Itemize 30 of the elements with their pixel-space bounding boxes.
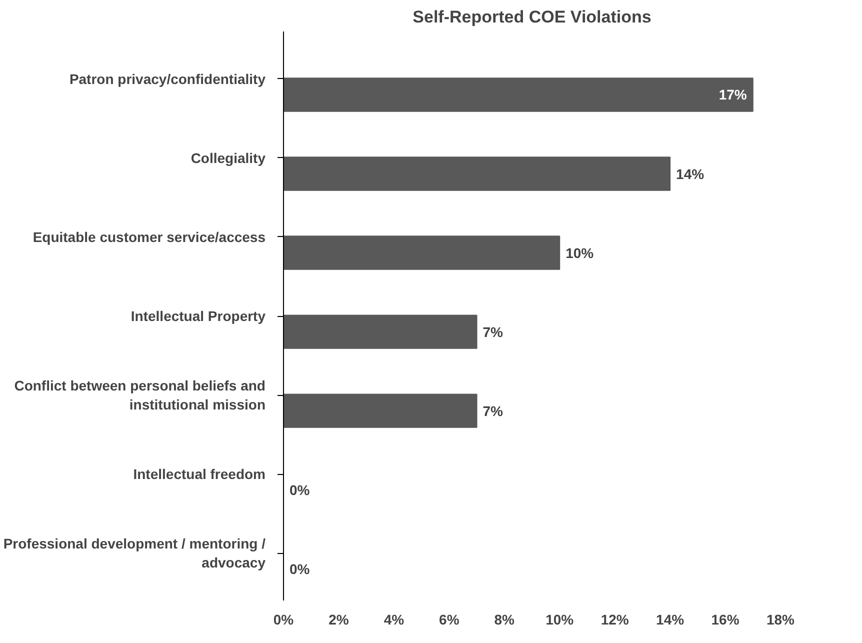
x-tick-label: 2%	[328, 612, 350, 628]
x-tick-label: 12%	[600, 612, 630, 628]
x-tick-label: 14%	[656, 612, 685, 628]
y-tick-label: Patron privacy/confidentiality	[69, 70, 266, 87]
y-tick-label: Intellectual freedom	[133, 466, 266, 482]
y-tick-label: Intellectual Property	[130, 308, 266, 324]
x-tick-label: 8%	[494, 612, 516, 628]
data-label: 0%	[290, 560, 310, 577]
y-tick-label: Collegiality	[190, 150, 266, 166]
chart-title: Self-Reported COE Violations	[412, 8, 652, 26]
y-tick-label: Conflict between personal beliefs and institutional mission	[14, 377, 266, 413]
x-tick-label: 0%	[273, 612, 294, 628]
x-tick-label: 10%	[546, 612, 574, 628]
data-label: 0%	[290, 482, 310, 498]
bar	[284, 314, 478, 349]
x-tick-label: 16%	[711, 612, 740, 628]
data-label: 14%	[676, 166, 705, 182]
x-tick-label: 18%	[766, 612, 796, 628]
data-label: 17%	[718, 86, 748, 103]
bar	[284, 156, 671, 191]
bar	[284, 394, 478, 428]
y-tick-label: Equitable customer service/access	[32, 228, 266, 245]
x-tick-label: 4%	[384, 612, 405, 628]
bar	[284, 78, 754, 112]
y-tick-label: Professional development / mentoring / advocacy	[3, 535, 266, 571]
bar	[284, 236, 560, 270]
data-label: 7%	[482, 324, 504, 340]
data-label: 10%	[566, 244, 594, 261]
data-label: 7%	[482, 402, 504, 419]
x-tick-label: 6%	[439, 612, 460, 628]
